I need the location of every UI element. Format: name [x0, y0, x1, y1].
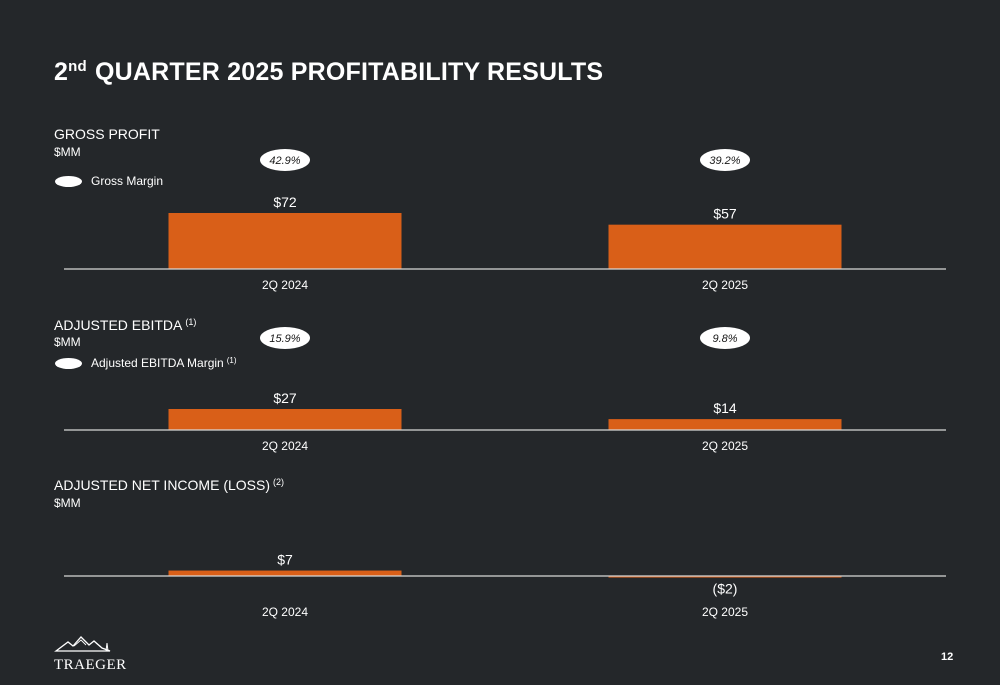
category-label: 2Q 2024 [262, 439, 308, 453]
margin-label: 15.9% [269, 333, 300, 345]
gross-margin-legend: Gross Margin [55, 174, 163, 188]
adjusted-ebitda-unit: $MM [54, 335, 81, 349]
category-label: 2Q 2025 [702, 278, 748, 292]
bar-value-label: $7 [277, 552, 293, 568]
category-label: 2Q 2024 [262, 605, 308, 619]
bar-value-label: ($2) [713, 581, 738, 597]
legend-label: Adjusted EBITDA Margin (1) [91, 356, 237, 370]
bar-value-label: $57 [713, 206, 737, 222]
page-number: 12 [941, 651, 954, 663]
margin-bubble [260, 327, 310, 349]
adjusted-net-income-title: ADJUSTED NET INCOME (LOSS) (2) [54, 477, 284, 493]
margin-bubble [700, 149, 750, 171]
margin-label: 42.9% [269, 155, 300, 167]
margin-bubble [260, 149, 310, 171]
adjusted-ebitda-title: ADJUSTED EBITDA (1) [54, 317, 197, 333]
bar-value-label: $72 [273, 194, 297, 210]
adjusted-net-income-unit: $MM [54, 496, 81, 510]
margin-label: 9.8% [712, 333, 737, 345]
category-label: 2Q 2025 [702, 439, 748, 453]
adjusted-ebitda-margin-legend: Adjusted EBITDA Margin (1) [55, 356, 237, 370]
logo-text: TRAEGER [54, 657, 127, 673]
gross-profit-unit: $MM [54, 145, 81, 159]
category-label: 2Q 2024 [262, 278, 308, 292]
legend-swatch [55, 175, 82, 187]
bar [608, 224, 842, 269]
traeger-logo: TRAEGER [54, 634, 127, 674]
page-title: 2nd QUARTER 2025 PROFITABILITY RESULTS [54, 58, 604, 86]
legend-swatch [55, 357, 82, 369]
bar-value-label: $27 [273, 390, 297, 406]
bar [608, 419, 842, 430]
margin-bubble [700, 327, 750, 349]
bar [608, 576, 842, 578]
traeger-logo-icon [54, 636, 111, 652]
legend-label: Gross Margin [91, 174, 164, 188]
gross-profit-title: GROSS PROFIT [54, 126, 160, 142]
bar-value-label: $14 [713, 400, 737, 416]
margin-label: 39.2% [709, 155, 740, 167]
bar [168, 570, 402, 576]
bar [168, 409, 402, 430]
bar [168, 213, 402, 269]
category-label: 2Q 2025 [702, 605, 748, 619]
